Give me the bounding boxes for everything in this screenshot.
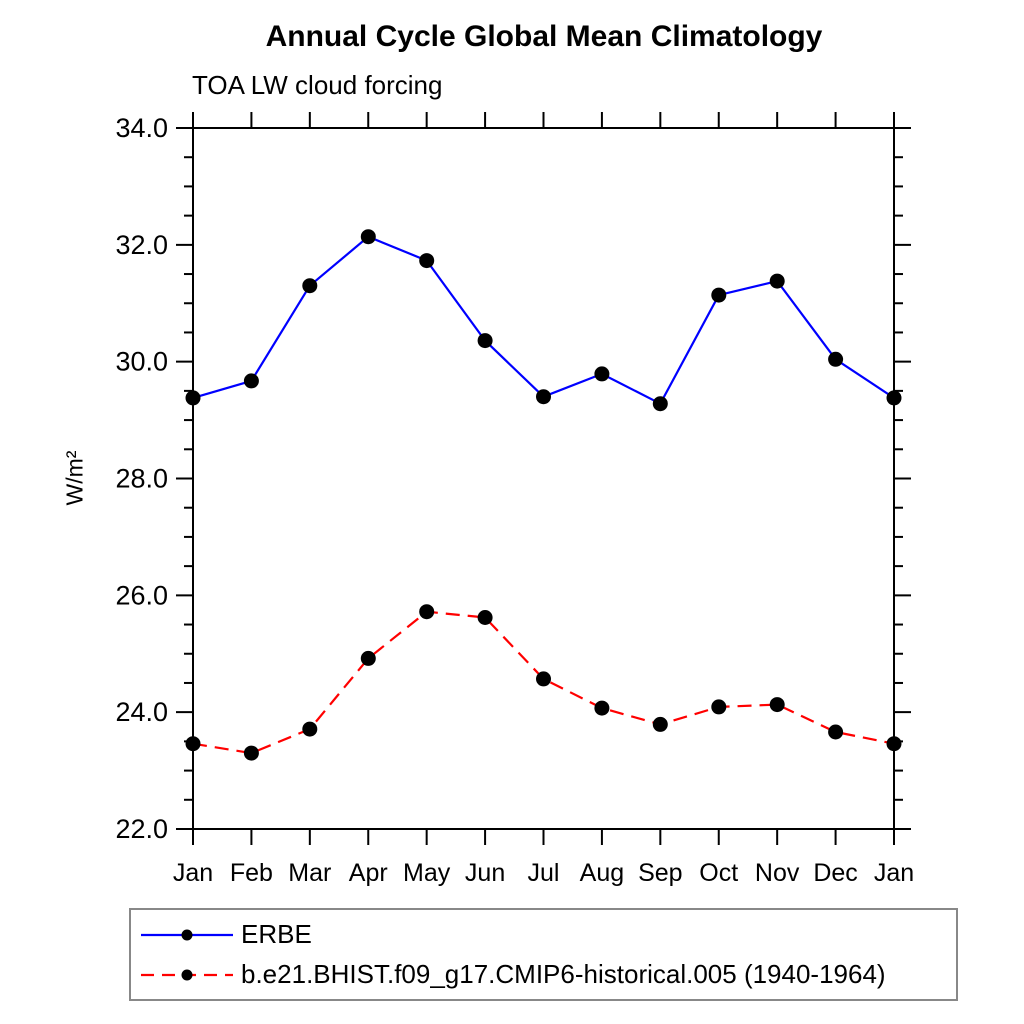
svg-text:Aug: Aug bbox=[580, 859, 624, 887]
svg-text:Jan: Jan bbox=[874, 859, 914, 887]
page-title: Annual Cycle Global Mean Climatology bbox=[265, 20, 823, 53]
svg-text:Jun: Jun bbox=[465, 859, 505, 887]
legend-label: ERBE bbox=[241, 919, 312, 949]
legend-solid-line-sample bbox=[141, 929, 233, 940]
svg-text:Jul: Jul bbox=[528, 859, 560, 887]
axis-ticks bbox=[176, 112, 911, 845]
svg-text:Feb: Feb bbox=[230, 859, 273, 887]
legend: ERBE b.e21.BHIST.f09_g17.CMIP6-historical… bbox=[129, 908, 958, 1001]
svg-text:34.0: 34.0 bbox=[115, 113, 168, 143]
plot-frame bbox=[192, 127, 895, 830]
svg-text:Nov: Nov bbox=[755, 859, 800, 887]
x-tick-labels: Jan Feb Mar Apr May Jun Jul Aug Sep Oct Nov Dec Jan bbox=[173, 859, 914, 887]
svg-text:Mar: Mar bbox=[288, 859, 331, 887]
y-tick-labels: 22.0 24.0 26.0 28.0 30.0 32.0 34.0 bbox=[115, 113, 168, 844]
svg-text:Sep: Sep bbox=[638, 859, 682, 887]
chart-subtitle: TOA LW cloud forcing bbox=[192, 70, 443, 100]
svg-text:Jan: Jan bbox=[173, 859, 213, 887]
legend-entry: b.e21.BHIST.f09_g17.CMIP6-historical.005… bbox=[135, 959, 956, 991]
svg-text:May: May bbox=[403, 859, 451, 887]
legend-marker-icon bbox=[181, 969, 193, 980]
svg-text:Dec: Dec bbox=[813, 859, 857, 887]
svg-text:28.0: 28.0 bbox=[115, 464, 168, 494]
svg-text:22.0: 22.0 bbox=[115, 814, 168, 844]
legend-marker-icon bbox=[181, 929, 193, 940]
legend-entry: ERBE bbox=[135, 919, 956, 951]
svg-text:26.0: 26.0 bbox=[115, 580, 168, 610]
legend-label: b.e21.BHIST.f09_g17.CMIP6-historical.005… bbox=[241, 959, 886, 989]
svg-text:24.0: 24.0 bbox=[115, 697, 168, 727]
series-0-line bbox=[192, 235, 895, 406]
svg-text:30.0: 30.0 bbox=[115, 347, 168, 377]
svg-text:Apr: Apr bbox=[349, 859, 388, 887]
series-0-markers bbox=[185, 229, 902, 412]
svg-text:32.0: 32.0 bbox=[115, 230, 168, 260]
svg-text:Oct: Oct bbox=[699, 859, 738, 887]
legend-dashed-line-sample bbox=[141, 969, 233, 980]
series-1-markers bbox=[185, 604, 902, 761]
